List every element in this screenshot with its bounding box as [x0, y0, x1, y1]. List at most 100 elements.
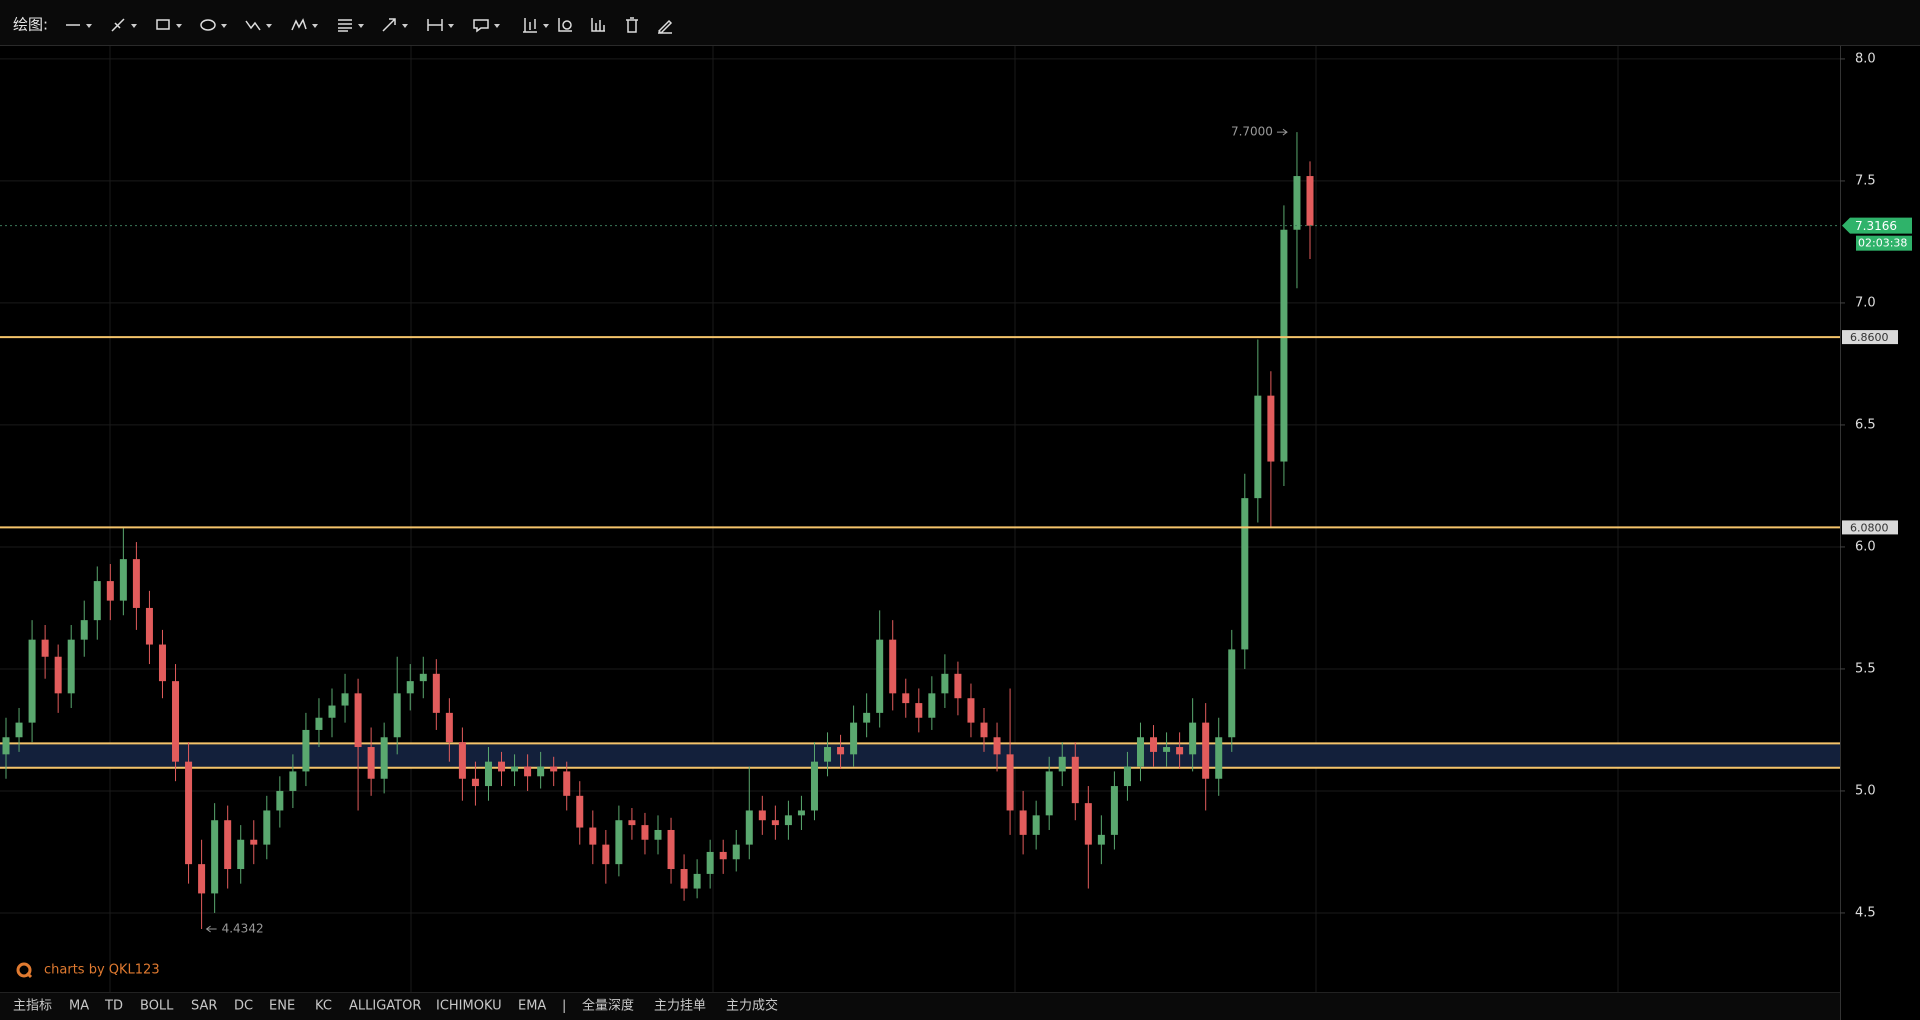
candle-body: [1136, 737, 1144, 767]
toolbar-icon[interactable]: [473, 19, 500, 33]
watermark-logo: [16, 962, 32, 978]
candle-body: [745, 810, 753, 845]
candle-body: [902, 693, 910, 704]
icon-glyph: [291, 18, 307, 31]
vertical-grid: [109, 46, 1619, 992]
indicator-tab[interactable]: MA: [69, 999, 89, 1014]
watermark-text: charts by QKL123: [44, 963, 160, 978]
candle-body: [1006, 754, 1014, 811]
indicator-tab[interactable]: 主力成交: [726, 998, 778, 1014]
toolbar-icon[interactable]: [657, 19, 673, 35]
candle-body: [1163, 747, 1171, 752]
indicator-tab[interactable]: DC: [234, 999, 253, 1014]
candle-body: [445, 712, 453, 743]
candle-body: [850, 722, 858, 755]
candle-body: [706, 851, 714, 874]
candle-body: [732, 844, 740, 860]
toolbar-icon[interactable]: [245, 20, 272, 31]
candle-body: [354, 693, 362, 748]
icon-glyph: [111, 18, 125, 32]
icon-glyph: [558, 18, 572, 32]
toolbar: [0, 0, 1920, 45]
toolbar-icon[interactable]: [338, 19, 364, 32]
candle-body: [537, 766, 545, 777]
indicator-tab[interactable]: KC: [315, 999, 332, 1014]
candle-body: [928, 693, 936, 718]
icon-glyph: [245, 20, 261, 31]
candle-body: [145, 607, 153, 645]
toolbar-icon[interactable]: [111, 18, 137, 32]
candle-body: [211, 820, 219, 894]
candle-body: [158, 644, 166, 682]
candle-body: [458, 742, 466, 779]
toolbar-icon[interactable]: [382, 18, 408, 32]
candle-body: [1123, 766, 1131, 787]
candle-body: [1084, 803, 1092, 845]
indicator-tab[interactable]: BOLL: [140, 999, 174, 1014]
candle-body: [132, 559, 140, 608]
candle-body: [471, 778, 479, 787]
candle-body: [680, 869, 688, 889]
level-label: 6.8600: [1850, 331, 1889, 344]
candle-body: [250, 839, 258, 845]
toolbar-icon[interactable]: [200, 19, 227, 31]
toolbar-icon[interactable]: [523, 18, 549, 33]
y-tick-label: 5.5: [1855, 661, 1876, 676]
indicator-tab[interactable]: 主力挂单: [654, 999, 706, 1014]
indicator-tab[interactable]: 全量深度: [582, 998, 634, 1014]
icon-caret: [221, 24, 227, 28]
candle-body: [367, 747, 375, 779]
indicator-tab[interactable]: 主指标: [13, 999, 52, 1014]
candle-body: [289, 771, 297, 791]
candle-body: [1071, 756, 1079, 804]
candle-body: [550, 766, 558, 772]
candle-body: [106, 581, 114, 601]
candle-body: [328, 705, 336, 718]
indicator-tab[interactable]: ALLIGATOR: [349, 999, 421, 1014]
candle-body: [498, 761, 506, 772]
toolbar-icon[interactable]: [156, 19, 182, 30]
toolbar-icons: [66, 17, 673, 35]
candle-body: [1254, 395, 1262, 499]
level-label-box: [1842, 520, 1898, 535]
countdown-box: [1856, 235, 1912, 251]
candle-body: [576, 795, 584, 828]
candle-body: [432, 673, 440, 713]
toolbar-icon[interactable]: [427, 19, 454, 31]
plot-area: 7.7000 4.4342: [0, 58, 1840, 935]
candle-body: [1293, 176, 1301, 230]
icon-caret: [86, 24, 92, 28]
indicator-tab[interactable]: TD: [104, 999, 123, 1014]
candle-body: [667, 829, 675, 870]
countdown-label: 02:03:38: [1858, 237, 1907, 250]
toolbar-icon[interactable]: [591, 18, 605, 32]
candle-body: [1058, 756, 1066, 772]
icon-caret: [402, 24, 408, 28]
candle-body: [1045, 771, 1053, 816]
candle-body: [380, 737, 388, 779]
candle-body: [1189, 722, 1197, 755]
indicator-tab[interactable]: SAR: [191, 999, 217, 1014]
candle-body: [602, 844, 610, 865]
candle-body: [185, 761, 193, 865]
toolbar-icon[interactable]: [626, 17, 638, 33]
icon-glyph: [473, 19, 489, 33]
indicator-tab[interactable]: ICHIMOKU: [436, 999, 502, 1014]
indicator-tab[interactable]: ENE: [269, 999, 295, 1014]
candle-body: [1202, 722, 1210, 779]
toolbar-icon[interactable]: [66, 24, 92, 28]
candle-body: [54, 656, 62, 694]
icon-caret: [266, 24, 272, 28]
candle-body: [889, 639, 897, 694]
candle-body: [758, 810, 766, 821]
y-tick-label: 6.5: [1855, 417, 1876, 432]
candle-body: [41, 639, 49, 657]
candle-body: [654, 829, 662, 840]
toolbar-icon[interactable]: [291, 18, 318, 31]
toolbar-icon[interactable]: [558, 18, 572, 32]
candle-body: [1267, 395, 1275, 462]
candle-body: [1280, 229, 1288, 462]
indicator-tab[interactable]: EMA: [518, 999, 546, 1014]
candle-body: [406, 681, 414, 694]
